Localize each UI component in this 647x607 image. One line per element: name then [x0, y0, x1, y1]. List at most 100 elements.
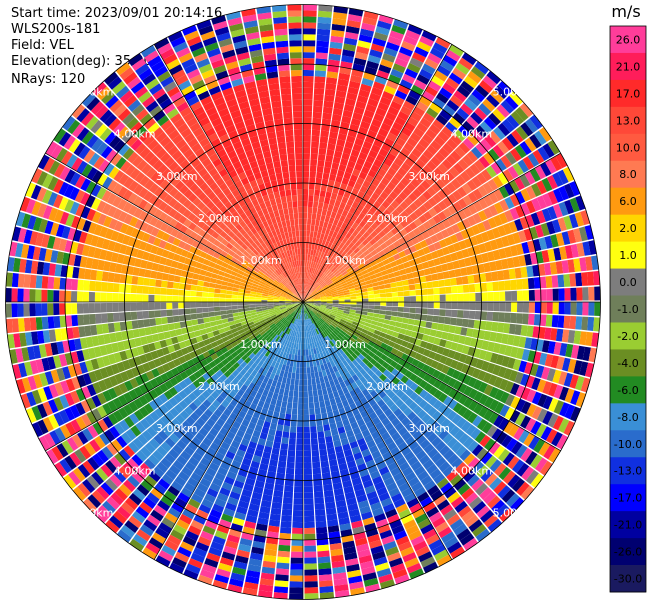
range-bin: [343, 344, 350, 351]
range-bin: [291, 372, 296, 379]
range-bin: [517, 302, 524, 313]
range-bin: [303, 260, 305, 267]
range-bin: [431, 322, 439, 330]
range-bin: [424, 237, 434, 246]
range-bin: [345, 277, 352, 283]
range-bin: [369, 411, 378, 421]
range-bin: [412, 271, 420, 278]
range-bin: [564, 388, 575, 403]
range-bin: [476, 172, 487, 185]
range-bin: [564, 199, 575, 215]
range-bin: [184, 296, 191, 302]
range-bin: [372, 475, 383, 485]
range-bin: [368, 340, 376, 347]
range-bin: [491, 499, 505, 514]
range-bin: [428, 396, 438, 407]
range-bin: [310, 310, 315, 316]
range-bin: [324, 247, 330, 255]
range-bin: [317, 320, 322, 326]
range-bin: [417, 248, 425, 257]
range-bin: [249, 299, 256, 302]
range-bin: [325, 278, 331, 284]
range-bin: [529, 363, 539, 377]
range-bin: [395, 398, 404, 408]
range-bin: [460, 420, 472, 433]
range-bin: [487, 178, 499, 191]
range-bin: [513, 426, 525, 441]
range-bin: [466, 179, 478, 191]
range-bin: [367, 98, 379, 108]
range-bin: [509, 410, 521, 423]
range-bin: [322, 203, 329, 210]
range-bin: [178, 289, 185, 296]
range-bin: [544, 354, 554, 367]
range-bin: [201, 297, 208, 302]
range-bin: [472, 415, 483, 427]
range-bin: [540, 302, 547, 314]
range-bin: [438, 239, 448, 248]
range-bin: [303, 123, 312, 130]
range-bin: [558, 288, 565, 301]
range-bin: [293, 390, 299, 398]
range-bin: [400, 147, 411, 157]
range-bin: [438, 526, 453, 539]
range-bin: [458, 142, 471, 154]
range-bin: [422, 459, 435, 470]
range-bin: [149, 278, 156, 287]
range-bin: [450, 317, 457, 326]
range-bin: [323, 312, 330, 317]
range-bin: [442, 104, 456, 117]
range-bin: [498, 418, 510, 431]
range-bin: [355, 363, 363, 372]
range-bin: [303, 224, 307, 231]
range-bin: [453, 523, 468, 536]
range-bin: [455, 276, 463, 285]
range-bin: [496, 431, 508, 445]
range-bin: [354, 269, 362, 275]
range-bin: [101, 281, 108, 292]
range-bin: [332, 300, 339, 302]
range-bin: [310, 317, 314, 324]
range-bin: [435, 265, 443, 273]
range-bin: [331, 29, 345, 38]
range-bin: [410, 460, 422, 472]
range-bin: [496, 270, 505, 281]
range-bin: [375, 246, 383, 253]
range-bin: [491, 428, 503, 441]
range-bin: [471, 89, 486, 103]
range-bin: [299, 361, 303, 368]
range-bin: [558, 185, 570, 201]
range-bin: [342, 443, 351, 452]
range-bin: [317, 154, 326, 161]
range-bin: [393, 451, 404, 462]
range-bin: [173, 322, 181, 330]
range-bin: [538, 127, 552, 142]
range-bin: [480, 509, 495, 523]
range-bin: [29, 289, 36, 302]
range-bin: [535, 224, 544, 238]
range-bin: [510, 312, 517, 324]
range-bin: [400, 546, 415, 557]
range-bin: [356, 260, 363, 267]
range-bin: [434, 456, 447, 468]
range-bin: [316, 244, 322, 251]
range-bin: [477, 370, 487, 381]
range-bin: [35, 275, 43, 289]
range-bin: [148, 310, 156, 319]
range-bin: [442, 324, 450, 333]
range-bin: [573, 360, 583, 375]
range-bin: [473, 200, 483, 212]
range-bin: [377, 358, 385, 366]
range-bin: [471, 146, 483, 159]
range-bin: [282, 395, 289, 402]
range-bin: [101, 313, 108, 324]
range-bin: [488, 441, 501, 455]
range-bin: [304, 569, 318, 576]
range-bin: [361, 77, 374, 87]
range-bin: [403, 519, 417, 530]
range-bin: [506, 257, 515, 269]
range-bin: [482, 98, 496, 112]
range-bin: [328, 315, 335, 320]
range-bin: [390, 200, 400, 209]
range-bin: [493, 126, 506, 140]
